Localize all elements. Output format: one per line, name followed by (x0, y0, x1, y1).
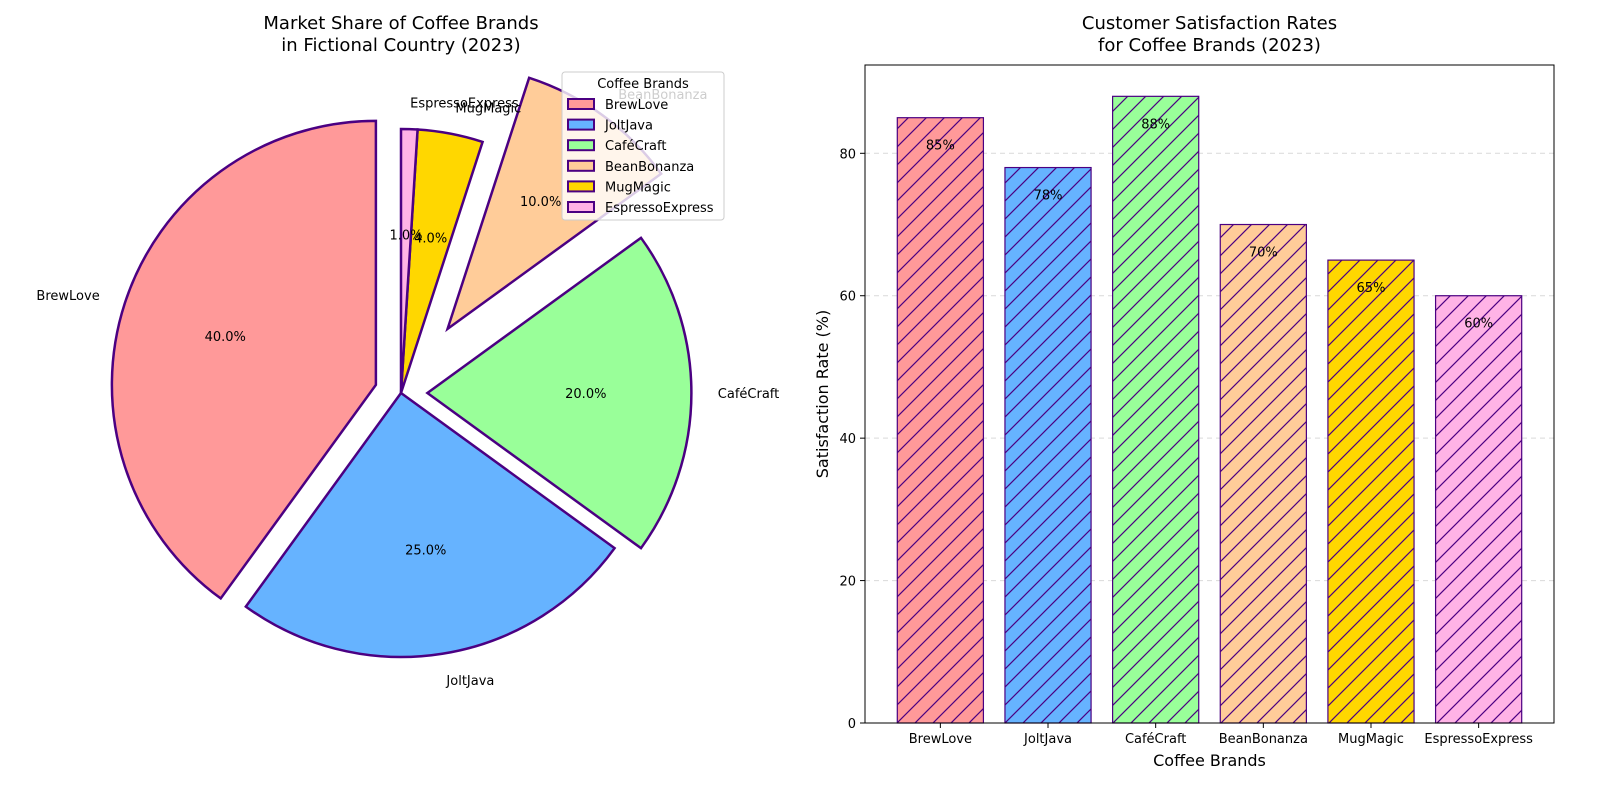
bar-beanbonanza (1219, 223, 1307, 724)
x-tick-label-beanbonanza: BeanBonanza (1219, 732, 1308, 747)
bar-brewlove (896, 117, 985, 724)
pie-slice-cafecraft (425, 236, 693, 550)
pie-slice-espressoexpress (399, 127, 419, 394)
x-tick-label-brewlove: BrewLove (909, 732, 972, 747)
pie-category-label-espressoexpress: EspressoExpress (410, 97, 519, 112)
bar-value-label-mugmagic: 65% (1357, 281, 1386, 296)
x-tick-label-mugmagic: MugMagic (1338, 732, 1404, 747)
legend-frame (561, 71, 725, 221)
bar-espressoexpress (1434, 295, 1523, 724)
pie-category-label-mugmagic: MugMagic (455, 102, 521, 117)
legend-swatch-brewlove (567, 98, 595, 110)
pie-slice-joltjava (244, 391, 617, 659)
bar-value-label-espressoexpress: 60% (1464, 317, 1493, 332)
pie-chart: Market Share of Coffee Brands in Fictiona… (36, 13, 779, 689)
bar-value-label-beanbonanza: 70% (1249, 246, 1278, 261)
pie-pct-label-brewlove: 40.0% (205, 330, 246, 345)
y-axis-label: Satisfaction Rate (%) (813, 310, 832, 478)
y-tick-label: 40 (839, 432, 856, 447)
x-axis-label: Coffee Brands (1153, 751, 1266, 770)
y-tick-label: 80 (839, 147, 856, 162)
pie-pct-label-beanbonanza: 10.0% (520, 195, 561, 210)
bar-value-label-cafecraft: 88% (1141, 117, 1170, 132)
pie-category-label-cafecraft: CaféCraft (718, 387, 779, 402)
bar-title: Customer Satisfaction Rates for Coffee Br… (1082, 13, 1337, 56)
bar-value-label-joltjava: 78% (1034, 189, 1063, 204)
legend-swatch-cafecraft (567, 139, 595, 152)
bar-chart: Customer Satisfaction Rates for Coffee Br… (813, 13, 1555, 770)
bar-axes-frame (864, 64, 1555, 724)
bar-value-label-brewlove: 85% (926, 139, 955, 154)
y-tick-label: 20 (839, 575, 856, 590)
legend-title: Coffee Brands (597, 77, 689, 92)
y-tick-label: 60 (839, 290, 856, 305)
pie-pct-label-espressoexpress: 1.0% (389, 229, 422, 244)
x-tick-label-joltjava: JoltJava (1023, 732, 1072, 747)
pie-title: Market Share of Coffee Brands in Fictiona… (263, 13, 538, 56)
legend-swatch-mugmagic (567, 180, 595, 193)
y-tick-label: 0 (848, 717, 856, 732)
pie-category-label-joltjava: JoltJava (445, 674, 494, 689)
legend-label-espressoexpress: EspressoExpress (605, 201, 714, 216)
pie-pct-label-mugmagic: 4.0% (414, 231, 447, 246)
legend-swatch-beanbonanza (567, 159, 595, 172)
pie-category-label-brewlove: BrewLove (36, 289, 99, 304)
pie-pct-label-joltjava: 25.0% (405, 543, 446, 558)
pie-pct-label-cafecraft: 20.0% (565, 387, 606, 402)
legend-label-brewlove: BrewLove (605, 98, 668, 113)
legend-label-beanbonanza: BeanBonanza (605, 160, 694, 175)
legend-label-cafecraft: CaféCraft (605, 139, 666, 154)
bar-cafecraft (1112, 95, 1200, 724)
x-tick-label-cafecraft: CaféCraft (1125, 732, 1186, 747)
legend-label-mugmagic: MugMagic (605, 180, 671, 195)
pie-slice-brewlove (110, 119, 378, 601)
legend-swatch-espressoexpress (567, 201, 595, 213)
x-tick-label-espressoexpress: EspressoExpress (1424, 732, 1533, 747)
pie-legend: Coffee Brands BrewLove JoltJava CaféCraft Be… (561, 71, 725, 221)
legend-label-joltjava: JoltJava (604, 119, 653, 134)
legend-swatch-joltjava (567, 118, 595, 131)
bar-joltjava (1004, 166, 1092, 724)
bar-mugmagic (1327, 259, 1415, 724)
